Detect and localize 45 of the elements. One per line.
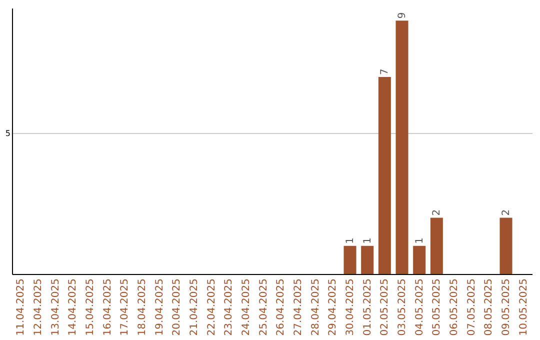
x-tick-label: 17.04.2025 [120,278,131,336]
x-tick-label: 01.05.2025 [362,278,374,336]
data-label: 1 [414,237,426,244]
data-label: 2 [501,209,512,216]
x-tick-label: 16.04.2025 [102,278,114,336]
x-tick-label: 13.04.2025 [50,278,62,336]
data-label: 1 [362,237,374,244]
x-tick-label: 21.04.2025 [189,278,200,336]
x-tick-label: 06.05.2025 [449,278,460,336]
data-label: 1 [345,237,356,244]
bar [361,246,374,274]
x-tick-label: 11.04.2025 [16,278,27,336]
data-label: 7 [380,68,391,75]
x-tick-label: 18.04.2025 [137,278,148,336]
x-tick-label: 02.05.2025 [380,278,391,336]
x-tick-label: 24.04.2025 [241,278,252,336]
x-tick-label: 25.04.2025 [258,278,270,336]
x-tick-label: 03.05.2025 [397,278,408,336]
x-tick-label: 10.05.2025 [518,278,530,336]
x-tick-label: 04.05.2025 [414,278,426,336]
bar [396,20,408,274]
x-tick-label: 29.04.2025 [328,278,339,336]
x-tick-label: 07.05.2025 [466,278,478,336]
bar [344,246,356,274]
bar [500,218,512,274]
x-tick-label: 19.04.2025 [154,278,166,336]
x-tick-label: 26.04.2025 [276,278,287,336]
x-tick-label: 14.04.2025 [68,278,79,336]
x-tick-label: 23.04.2025 [224,278,235,336]
x-tick-label: 28.04.2025 [310,278,322,336]
x-tick-label: 09.05.2025 [501,278,512,336]
bar [430,218,443,274]
x-tick-label: 05.05.2025 [432,278,443,336]
x-tick-label: 12.04.2025 [33,278,44,336]
bar [378,76,391,274]
x-tick-label: 20.04.2025 [172,278,183,336]
x-tick-label: 27.04.2025 [293,278,304,336]
y-tick-label: 5 [5,128,10,138]
data-label: 9 [397,12,408,19]
x-tick-label: 15.04.2025 [85,278,96,336]
x-tick-label: 30.04.2025 [345,278,356,336]
x-tick-label: 08.05.2025 [484,278,495,336]
bar [413,246,426,274]
data-label: 2 [432,209,443,216]
x-tick-label: 22.04.2025 [206,278,218,336]
